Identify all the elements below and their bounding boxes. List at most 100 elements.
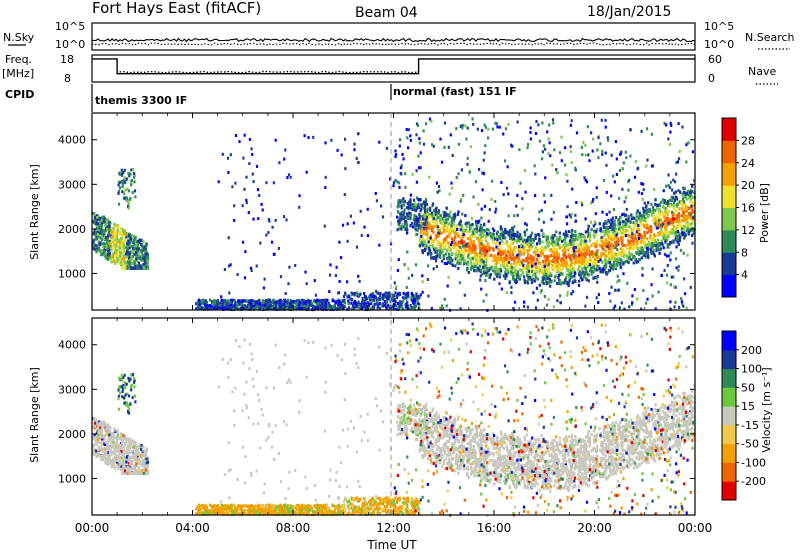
- power-pixel: [510, 242, 512, 245]
- power-pixel: [632, 228, 634, 231]
- power-pixel: [456, 232, 458, 235]
- power-pixel: [545, 258, 547, 261]
- power-pixel: [574, 262, 576, 265]
- power-pixel: [584, 247, 586, 250]
- power-pixel: [470, 261, 472, 264]
- power-pixel: [436, 255, 438, 258]
- power-pixel: [94, 220, 96, 223]
- power-pixel: [626, 256, 628, 259]
- power-pixel: [128, 202, 130, 205]
- power-pixel: [124, 196, 126, 199]
- power-pixel: [457, 255, 459, 258]
- power-pixel: [580, 243, 582, 246]
- power-pixel: [499, 273, 501, 276]
- power-pixel: [609, 226, 611, 229]
- power-pixel: [483, 224, 485, 227]
- power-pixel: [554, 275, 556, 278]
- power-pixel: [639, 233, 641, 236]
- power-pixel: [129, 262, 131, 265]
- power-pixel: [632, 246, 634, 249]
- power-pixel: [589, 239, 591, 242]
- power-pixel: [535, 266, 537, 269]
- power-pixel: [483, 246, 485, 249]
- power-pixel: [123, 257, 125, 260]
- power-pixel: [622, 220, 624, 223]
- power-pixel: [581, 235, 583, 238]
- power-pixel: [99, 232, 101, 235]
- power-pixel: [144, 246, 146, 249]
- power-pixel: [485, 235, 487, 238]
- power-pixel: [421, 249, 423, 252]
- power-pixel: [131, 179, 133, 182]
- power-pixel: [496, 261, 498, 264]
- power-pixel: [682, 195, 684, 198]
- power-pixel: [98, 247, 100, 250]
- power-pixel: [114, 251, 116, 254]
- power-pixel: [421, 222, 423, 225]
- power-pixel: [427, 252, 429, 255]
- power-pixel: [499, 245, 501, 248]
- power-pixel: [528, 249, 530, 252]
- power-pixel: [601, 245, 603, 248]
- power-pixel: [99, 217, 101, 220]
- power-pixel: [664, 240, 666, 243]
- power-pixel: [585, 231, 587, 234]
- power-pixel: [636, 217, 638, 220]
- power-pixel: [439, 256, 441, 259]
- power-pixel: [528, 238, 530, 241]
- cpid-mode-1: themis 3300 IF: [95, 94, 187, 107]
- power-pixel: [681, 207, 683, 210]
- power-pixel: [119, 242, 121, 245]
- power-pixel: [691, 185, 693, 188]
- power-pixel: [650, 230, 652, 233]
- power-pixel: [678, 212, 680, 215]
- power-pixel: [552, 260, 554, 263]
- power-pixel: [575, 258, 577, 261]
- power-pixel: [132, 191, 134, 194]
- power-pixel: [128, 189, 130, 192]
- power-pixel: [548, 241, 550, 244]
- power-pixel: [565, 263, 567, 266]
- power-pixel: [431, 225, 433, 228]
- power-pixel: [460, 220, 462, 223]
- power-pixel: [497, 252, 499, 255]
- power-pixel: [547, 272, 549, 275]
- power-pixel: [607, 219, 609, 222]
- power-pixel: [524, 249, 526, 252]
- power-pixel: [485, 274, 487, 277]
- power-pixel: [121, 174, 123, 177]
- power-pixel: [643, 236, 645, 239]
- power-pixel: [642, 239, 644, 242]
- nsky-tick-low: 10^0: [55, 38, 85, 51]
- cpid-label: CPID: [5, 88, 34, 101]
- power-pixel: [509, 281, 511, 284]
- power-pixel: [632, 256, 634, 259]
- nsky-frame: [92, 23, 695, 50]
- power-pixel: [463, 242, 465, 245]
- power-pixel: [461, 240, 463, 243]
- power-pixel: [106, 228, 108, 231]
- power-pixel: [511, 227, 513, 230]
- power-pixel: [121, 235, 123, 238]
- power-pixel: [635, 246, 637, 249]
- power-pixel: [592, 277, 594, 280]
- power-pixel: [606, 226, 608, 229]
- power-pixel: [639, 212, 641, 215]
- power-pixel: [627, 230, 629, 233]
- power-pixel: [592, 243, 594, 246]
- power-pixel: [620, 265, 622, 268]
- power-pixel: [474, 265, 476, 268]
- power-pixel: [596, 269, 598, 272]
- power-pixel: [470, 240, 472, 243]
- power-pixel: [674, 220, 676, 223]
- power-pixel: [106, 223, 108, 226]
- power-pixel: [435, 218, 437, 221]
- power-pixel: [105, 236, 107, 239]
- power-pixel: [550, 254, 552, 257]
- power-pixel: [665, 219, 667, 222]
- power-pixel: [562, 267, 564, 270]
- power-pixel: [492, 269, 494, 272]
- power-pixel: [535, 276, 537, 279]
- power-pixel: [611, 251, 613, 254]
- power-pixel: [620, 247, 622, 250]
